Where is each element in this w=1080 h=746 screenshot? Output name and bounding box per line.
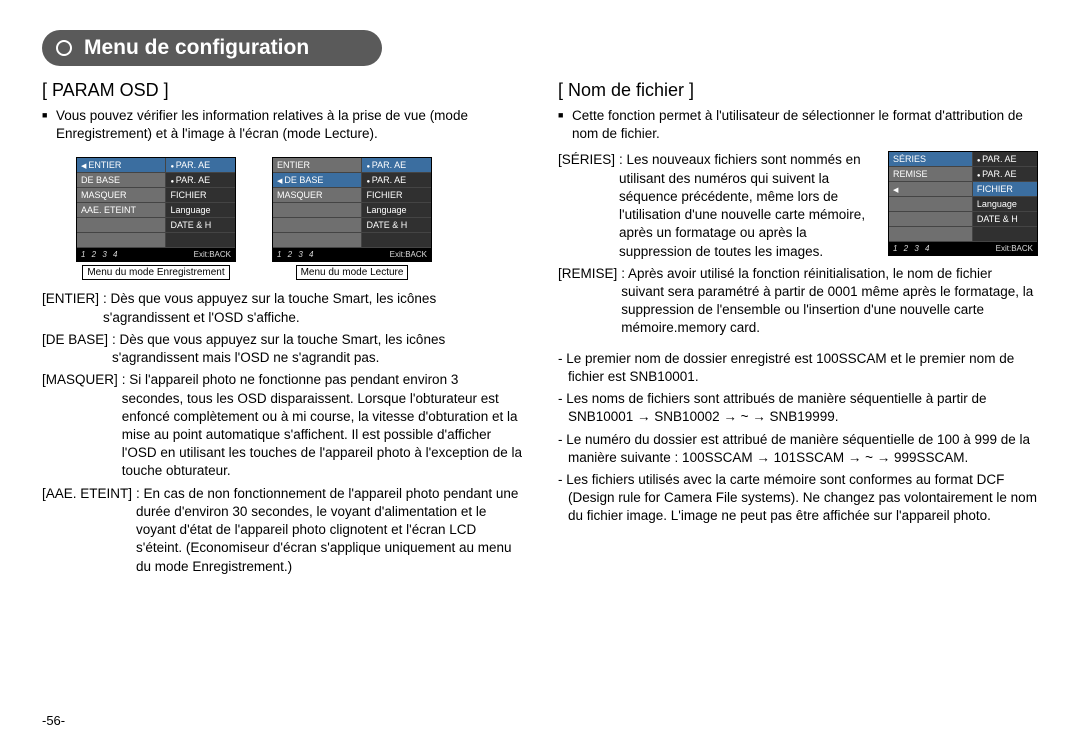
lcd-screenshots-row: ENTIER DE BASE MASQUER AAE. ETEINT PAR. …	[76, 157, 522, 280]
note-item: - Le premier nom de dossier enregistré e…	[558, 350, 1038, 386]
menu-item: MASQUER	[273, 188, 361, 203]
tab-icons: 1 2 3 4	[81, 250, 119, 259]
def-label: [SÉRIES]	[558, 151, 619, 260]
def-text: : En cas de non fonctionnement de l'appa…	[136, 485, 522, 576]
menu-item	[273, 218, 361, 233]
exit-label: Exit:BACK	[194, 250, 231, 259]
note-item: - Les fichiers utilisés avec la carte mé…	[558, 471, 1038, 526]
menu-item: FICHIER	[165, 188, 235, 203]
menu-item	[889, 212, 972, 227]
menu-item: PAR. AE	[165, 158, 235, 173]
menu-item: Language	[165, 203, 235, 218]
menu-item: Language	[361, 203, 431, 218]
menu-item: ENTIER	[77, 158, 165, 173]
intro-text: Cette fonction permet à l'utilisateur de…	[558, 107, 1038, 143]
menu-item	[889, 182, 972, 197]
menu-item	[972, 227, 1037, 242]
exit-label: Exit:BACK	[390, 250, 427, 259]
definition-list: [ENTIER]: Dès que vous appuyez sur la to…	[42, 290, 522, 575]
note-item: - Le numéro du dossier est attribué de m…	[558, 431, 1038, 467]
lcd-screen-filename: SÉRIES REMISE PAR. AE PAR. AE FICHIER La	[888, 151, 1038, 256]
notes-list: - Le premier nom de dossier enregistré e…	[558, 350, 1038, 526]
note-item: - Les noms de fichiers sont attribués de…	[558, 390, 1038, 426]
lcd-screen-playback: ENTIER DE BASE MASQUER PAR. AE PAR. AE F…	[272, 157, 432, 262]
menu-item	[273, 233, 361, 248]
right-column: [ Nom de fichier ] Cette fonction permet…	[558, 80, 1038, 580]
menu-item: ENTIER	[273, 158, 361, 173]
menu-item: Language	[972, 197, 1037, 212]
tab-icons: 1 2 3 4	[277, 250, 315, 259]
section-heading-filename: [ Nom de fichier ]	[558, 80, 1038, 101]
menu-item: PAR. AE	[972, 167, 1037, 182]
left-column: [ PARAM OSD ] Vous pouvez vérifier les i…	[42, 80, 522, 580]
menu-item: PAR. AE	[972, 152, 1037, 167]
menu-item: SÉRIES	[889, 152, 972, 167]
lcd-screen-recording: ENTIER DE BASE MASQUER AAE. ETEINT PAR. …	[76, 157, 236, 262]
menu-item: AAE. ETEINT	[77, 203, 165, 218]
def-text: : Dès que vous appuyez sur la touche Sma…	[112, 331, 522, 367]
menu-item: MASQUER	[77, 188, 165, 203]
menu-item: PAR. AE	[165, 173, 235, 188]
menu-item: PAR. AE	[361, 158, 431, 173]
def-text: : Les nouveaux fichiers sont nommés en u…	[619, 151, 880, 260]
section-heading-param-osd: [ PARAM OSD ]	[42, 80, 522, 101]
def-label: [ENTIER]	[42, 290, 103, 326]
def-text: : Après avoir utilisé la fonction réinit…	[621, 265, 1038, 338]
menu-item	[77, 233, 165, 248]
content-columns: [ PARAM OSD ] Vous pouvez vérifier les i…	[42, 80, 1038, 580]
page-title: Menu de configuration	[42, 30, 382, 66]
exit-label: Exit:BACK	[996, 244, 1033, 253]
lcd-caption: Menu du mode Enregistrement	[82, 265, 229, 280]
menu-item	[361, 233, 431, 248]
menu-item: DATE & H	[165, 218, 235, 233]
def-label: [DE BASE]	[42, 331, 112, 367]
menu-item: REMISE	[889, 167, 972, 182]
lcd-wrap-1: ENTIER DE BASE MASQUER AAE. ETEINT PAR. …	[76, 157, 236, 280]
menu-item: DATE & H	[361, 218, 431, 233]
lcd-wrap-3: SÉRIES REMISE PAR. AE PAR. AE FICHIER La	[888, 151, 1038, 256]
menu-item	[273, 203, 361, 218]
tab-icons: 1 2 3 4	[893, 244, 931, 253]
lcd-wrap-2: ENTIER DE BASE MASQUER PAR. AE PAR. AE F…	[272, 157, 432, 280]
def-label: [REMISE]	[558, 265, 621, 338]
menu-item: FICHIER	[972, 182, 1037, 197]
menu-item	[889, 227, 972, 242]
menu-item	[77, 218, 165, 233]
menu-item: DE BASE	[77, 173, 165, 188]
def-text: : Dès que vous appuyez sur la touche Sma…	[103, 290, 522, 326]
def-label: [AAE. ETEINT]	[42, 485, 136, 576]
menu-item	[165, 233, 235, 248]
menu-item: DATE & H	[972, 212, 1037, 227]
def-text: : Si l'appareil photo ne fonctionne pas …	[122, 371, 522, 480]
menu-item: FICHIER	[361, 188, 431, 203]
menu-item	[889, 197, 972, 212]
menu-item: DE BASE	[273, 173, 361, 188]
menu-item: PAR. AE	[361, 173, 431, 188]
lcd-caption: Menu du mode Lecture	[296, 265, 409, 280]
page-number: -56-	[42, 713, 65, 728]
intro-text: Vous pouvez vérifier les information rel…	[42, 107, 522, 143]
def-label: [MASQUER]	[42, 371, 122, 480]
